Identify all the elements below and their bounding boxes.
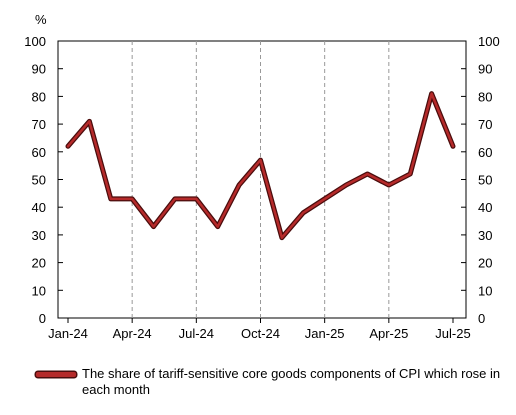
y-tick-label-right: 20 [478,256,492,271]
y-axis-unit-label: % [35,12,47,27]
data-point [367,173,368,174]
x-axis: Jan-24 Apr-24 Jul-24 Oct-24 Jan-25 Apr-25 Jul-… [48,318,471,341]
legend-label: The share of tariff-sensitive core goods… [82,366,501,397]
data-point [410,173,411,174]
data-point [431,93,432,94]
y-tick-label-right: 0 [478,311,485,326]
data-point [196,198,197,199]
data-point [281,237,282,238]
y-tick-label-right: 60 [478,145,492,160]
data-point [174,198,175,199]
legend-swatch [36,372,76,377]
y-tick-label-left: 90 [32,62,46,77]
y-tick-label-right: 50 [478,173,492,188]
series-group [65,91,456,241]
y-tick-label-left: 30 [32,228,46,243]
y-axis-right: 0 10 20 30 40 50 60 70 80 90 100 [461,34,500,326]
data-point [89,121,90,122]
y-tick-label-right: 30 [478,228,492,243]
y-tick-label-left: 40 [32,200,46,215]
y-tick-label-left: 100 [24,34,46,49]
x-tick-label: Apr-24 [113,326,152,341]
data-point [346,185,347,186]
y-tick-label-left: 80 [32,89,46,104]
y-tick-label-right: 90 [478,62,492,77]
y-tick-label-left: 20 [32,256,46,271]
data-point [110,198,111,199]
line-chart: 0 10 20 30 40 50 60 70 80 90 100 0 10 20 30 40 50 60 70 80… [24,12,500,341]
x-tick-label: Jan-24 [48,326,88,341]
data-point [217,226,218,227]
y-tick-label-right: 80 [478,89,492,104]
y-tick-label-left: 60 [32,145,46,160]
data-point [324,198,325,199]
x-tick-label: Jul-24 [179,326,214,341]
y-tick-label-left: 0 [39,311,46,326]
series-line [66,92,455,239]
y-tick-label-left: 10 [32,283,46,298]
data-point [388,185,389,186]
x-tick-label: Apr-25 [369,326,408,341]
data-point [239,185,240,186]
y-tick-label-right: 40 [478,200,492,215]
y-axis-left: 0 10 20 30 40 50 60 70 80 90 100 [24,34,63,326]
data-point [260,160,261,161]
x-tick-label: Jul-25 [435,326,470,341]
x-tick-label: Jan-25 [305,326,345,341]
data-point [153,226,154,227]
data-point [453,146,454,147]
legend: The share of tariff-sensitive core goods… [36,366,516,398]
x-tick-label: Oct-24 [241,326,280,341]
y-tick-label-left: 70 [32,117,46,132]
data-point [132,198,133,199]
data-point [68,146,69,147]
y-tick-label-right: 10 [478,283,492,298]
y-tick-label-right: 70 [478,117,492,132]
data-point [303,212,304,213]
y-tick-label-left: 50 [32,173,46,188]
grid-lines [131,41,390,318]
y-tick-label-right: 100 [478,34,500,49]
